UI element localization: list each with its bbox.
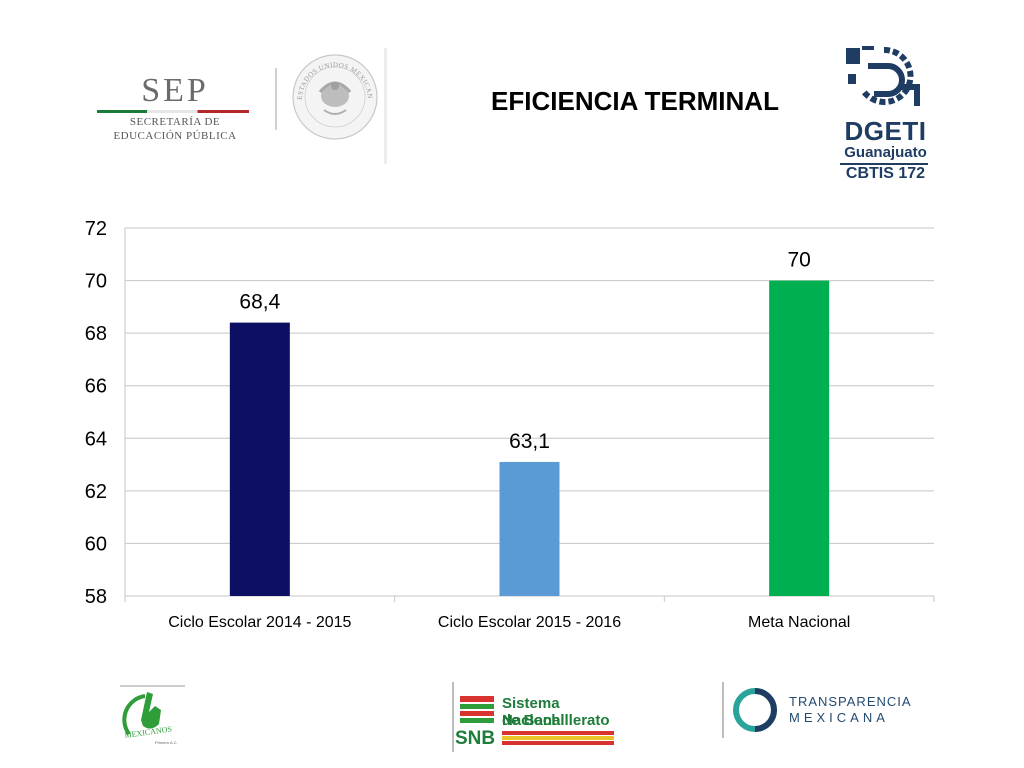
sep-logo: SEP SECRETARÍA DE EDUCACIÓN PÚBLICA — [95, 72, 255, 152]
transparencia-mexicana-logo: TRANSPARENCIA MEXICANA — [722, 682, 922, 740]
transparencia-circle-icon — [733, 688, 777, 732]
data-label: 63,1 — [509, 430, 550, 453]
dgeti-logo: DGETI Guanajuato CBTIS 172 — [838, 44, 933, 184]
transparencia-divider — [722, 682, 724, 738]
bar-chart: 58 60 62 64 66 68 70 72 68,4 63,1 70 Ciclo Escola… — [85, 218, 935, 631]
x-axis-categories: Ciclo Escolar 2014 - 2015 Ciclo Escolar 2… — [168, 614, 850, 631]
dgeti-rule — [840, 163, 928, 165]
category-label: Meta Nacional — [748, 614, 850, 631]
dgeti-school: CBTIS 172 — [845, 165, 926, 182]
y-tick-label: 70 — [85, 271, 107, 293]
data-label: 70 — [787, 249, 810, 272]
snb-building-icon — [460, 696, 494, 723]
category-label: Ciclo Escolar 2015 - 2016 — [438, 614, 621, 631]
category-label: Ciclo Escolar 2014 - 2015 — [168, 614, 351, 631]
y-tick-label: 58 — [85, 586, 107, 608]
snb-stripes-icon — [502, 731, 614, 745]
seal-divider — [384, 48, 387, 164]
snb-divider — [452, 682, 454, 752]
dgeti-emblem-icon — [846, 46, 920, 106]
snb-abbr: SNB — [455, 728, 496, 749]
data-labels: 68,4 63,1 70 — [239, 249, 810, 453]
mexicanos-primero-logo: MEXICANOS Primero A.C. — [120, 685, 185, 745]
mexicanos-text: MEXICANOS — [124, 724, 172, 740]
page-title: EFICIENCIA TERMINAL — [491, 86, 779, 116]
transparencia-line2: MEXICANA — [789, 710, 889, 725]
chart-bars — [229, 280, 830, 596]
national-seal-icon: ESTADOS UNIDOS MEXICANOS — [290, 52, 378, 140]
logo-divider — [275, 68, 277, 130]
y-tick-label: 66 — [85, 376, 107, 398]
dgeti-state: Guanajuato — [844, 144, 927, 161]
dgeti-name: DGETI — [844, 116, 927, 146]
sep-logo-line1: SECRETARÍA DE — [129, 116, 221, 128]
sep-logo-line2: EDUCACIÓN PÚBLICA — [113, 130, 237, 142]
bar — [499, 461, 560, 596]
snb-logo: Sistema Nacional de Bachillerato SNB — [452, 682, 622, 754]
y-tick-label: 60 — [85, 533, 107, 555]
transparencia-line1: TRANSPARENCIA — [789, 694, 912, 709]
data-label: 68,4 — [239, 291, 280, 314]
y-axis-ticks: 58 60 62 64 66 68 70 72 — [85, 218, 107, 608]
y-tick-label: 72 — [85, 218, 107, 240]
snb-line2: de Bachillerato — [502, 712, 610, 729]
y-tick-label: 68 — [85, 323, 107, 345]
sep-logo-acronym: SEP — [141, 72, 209, 109]
y-tick-label: 62 — [85, 481, 107, 503]
bar — [769, 280, 830, 596]
bar — [229, 322, 290, 596]
y-tick-label: 64 — [85, 428, 107, 450]
snb-line1: Sistema Nacional — [502, 695, 565, 729]
mexicanos-subtext: Primero A.C. — [155, 740, 178, 745]
sep-logo-stripe — [97, 110, 249, 113]
